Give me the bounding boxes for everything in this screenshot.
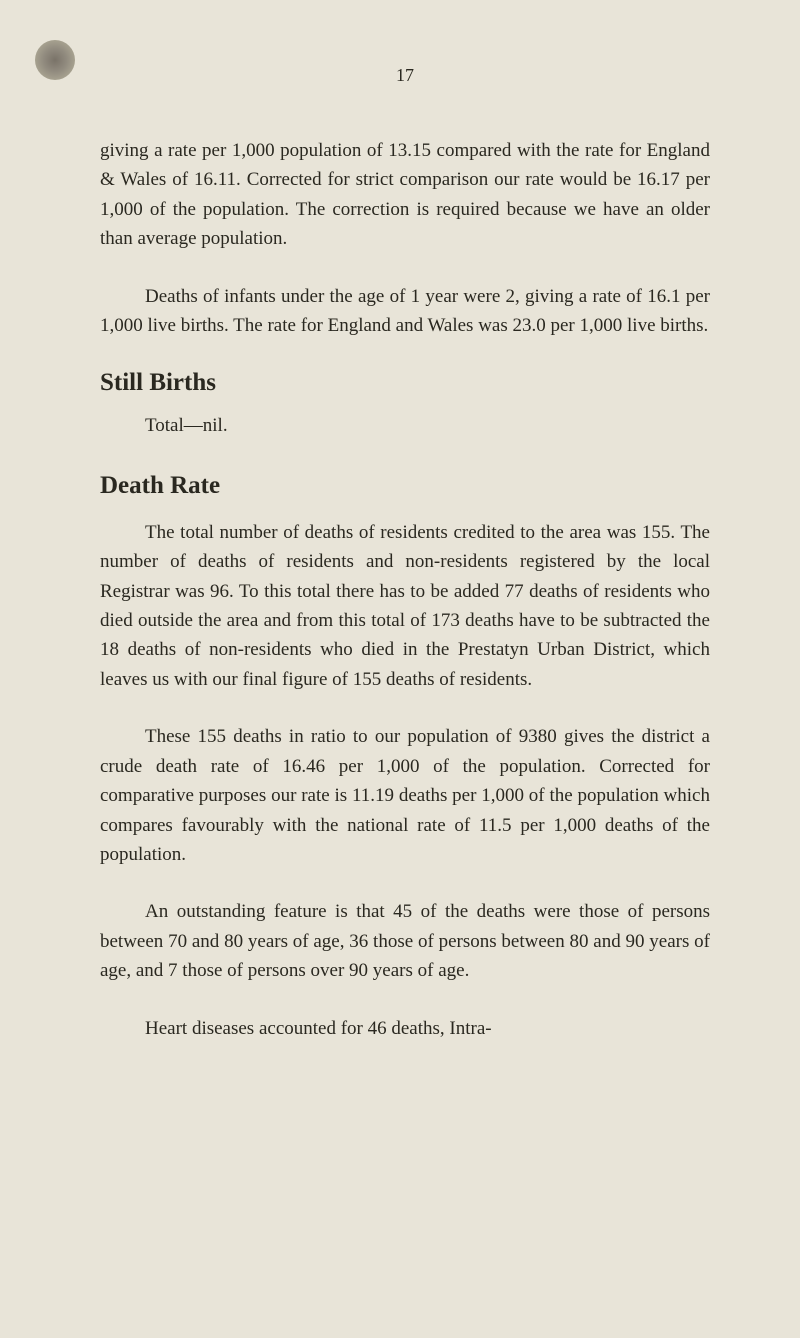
paragraph-4: These 155 deaths in ratio to our populat… bbox=[100, 722, 710, 869]
heading-still-births: Still Births bbox=[100, 369, 710, 397]
total-nil-line: Total—nil. bbox=[145, 415, 710, 437]
paragraph-6: Heart diseases accounted for 46 deaths, … bbox=[100, 1014, 710, 1043]
paragraph-1: giving a rate per 1,000 population of 13… bbox=[100, 136, 710, 254]
page-number: 17 bbox=[100, 65, 710, 86]
paragraph-3: The total number of deaths of residents … bbox=[100, 518, 710, 695]
heading-death-rate: Death Rate bbox=[100, 472, 710, 500]
paragraph-5: An outstanding feature is that 45 of the… bbox=[100, 897, 710, 985]
paragraph-2: Deaths of infants under the age of 1 yea… bbox=[100, 282, 710, 341]
binding-hole-mark bbox=[35, 40, 75, 80]
